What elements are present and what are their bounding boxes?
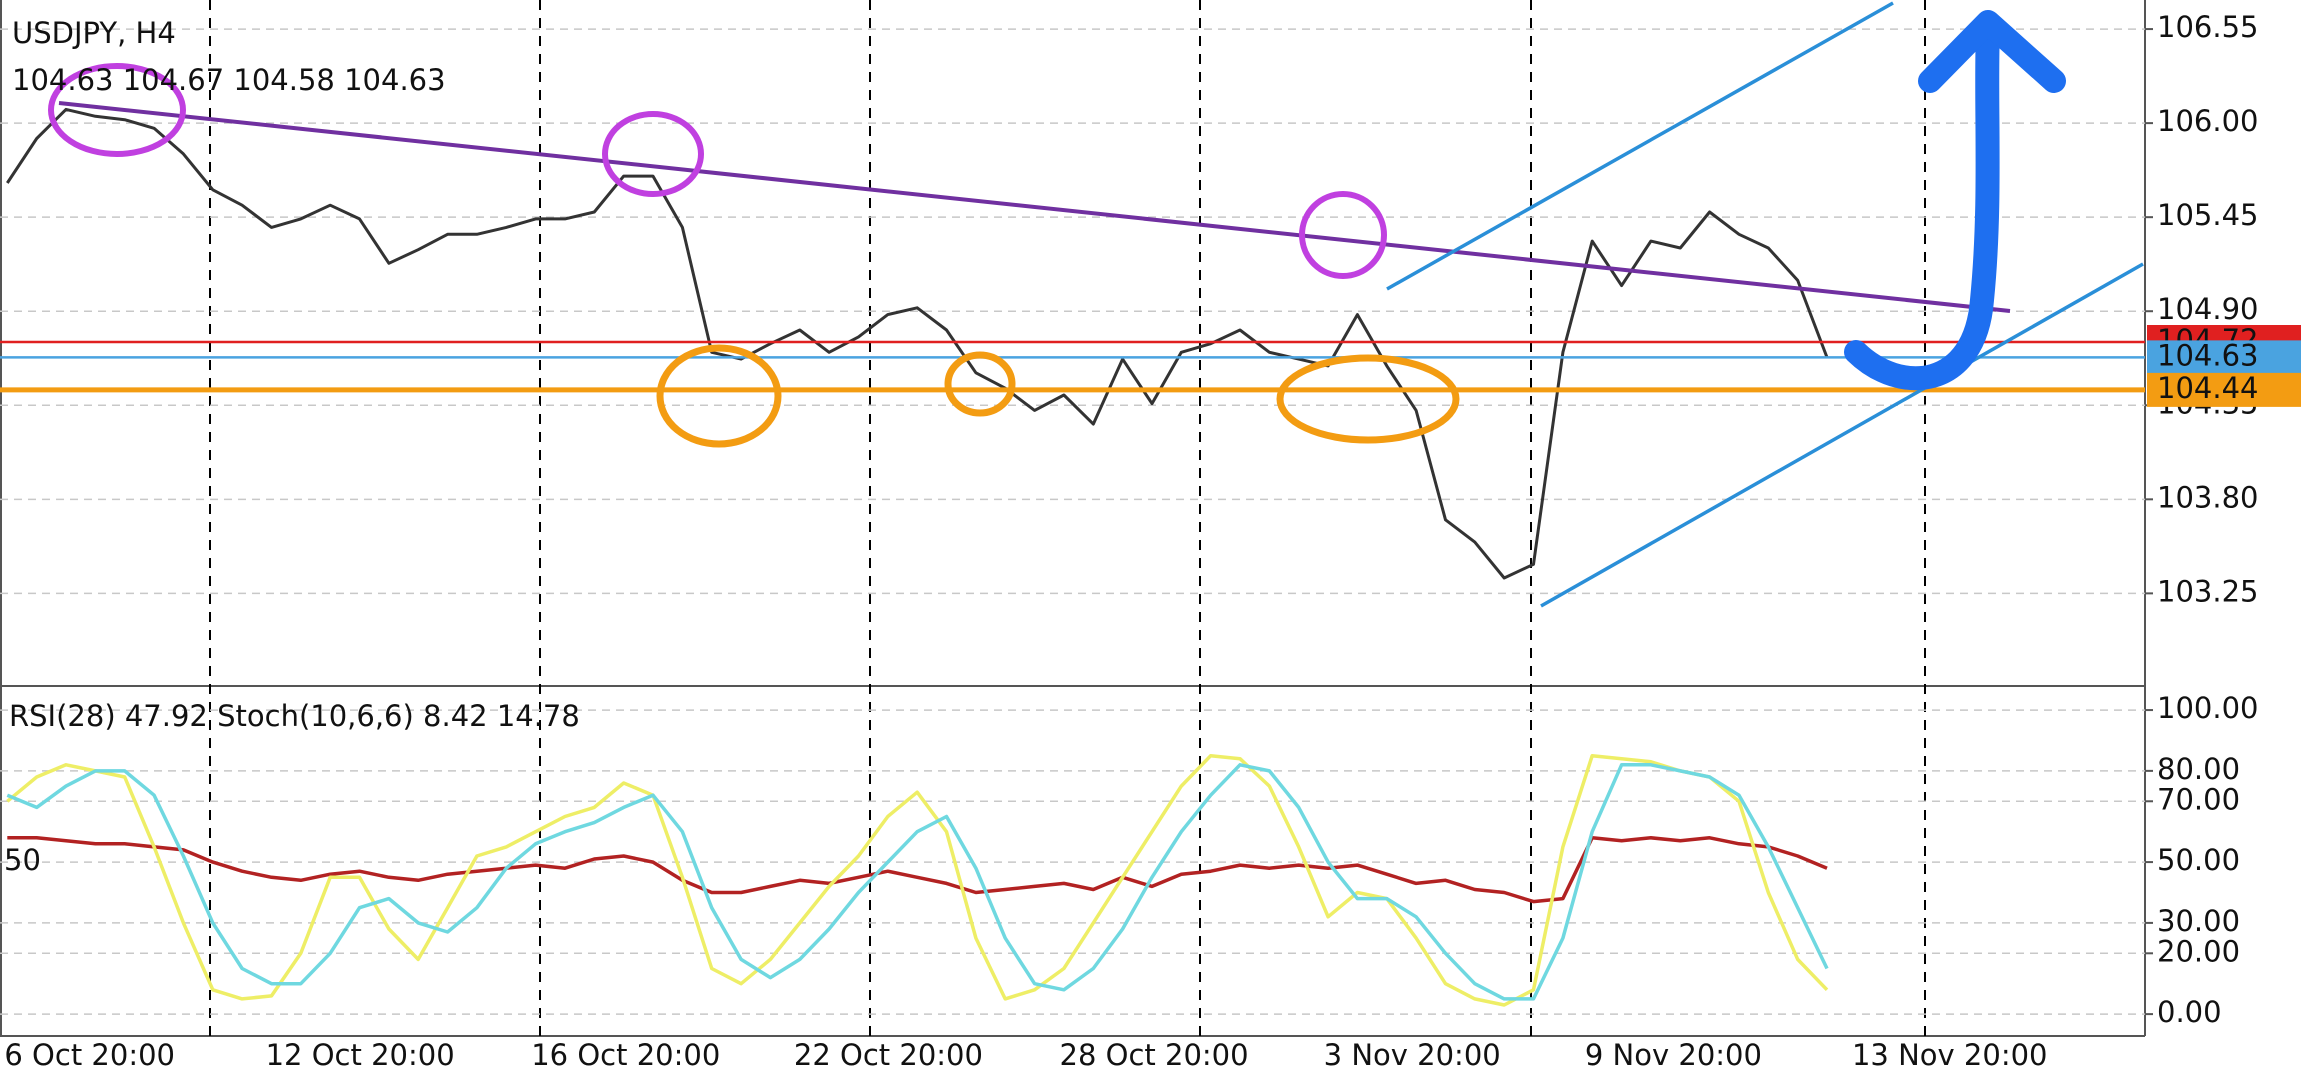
x-tick-label: 12 Oct 20:00	[266, 1038, 455, 1072]
ohlc-high: 104.67	[123, 63, 224, 97]
circle-mark	[602, 111, 704, 197]
price-level-label: 104.44	[2157, 371, 2258, 405]
y-tick-label: 103.25	[2157, 574, 2258, 608]
x-tick-label: 13 Nov 20:00	[1852, 1038, 2048, 1072]
y-tick-label: 70.00	[2157, 782, 2240, 816]
y-tick-label: 20.00	[2157, 934, 2240, 968]
y-tick-label: 50.00	[2157, 843, 2240, 877]
trend-line	[58, 101, 2011, 313]
y-tick-label: 100.00	[2157, 691, 2258, 725]
y-tick-label: 0.00	[2157, 995, 2222, 1029]
series-line	[6, 107, 1829, 580]
y-tick-label: 106.55	[2157, 10, 2258, 44]
y-tick-label: 30.00	[2157, 904, 2240, 938]
ohlc-low: 104.58	[233, 63, 334, 97]
user-drawings	[48, 1, 2144, 608]
price-axis: 106.55106.00105.45104.90104.35103.80103.…	[2145, 10, 2301, 1029]
x-tick-label: 3 Nov 20:00	[1324, 1038, 1501, 1072]
plot-area	[0, 28, 2145, 1015]
y-tick-label: 104.90	[2157, 292, 2258, 326]
series	[0, 107, 2145, 1007]
y-tick-label: 105.45	[2157, 198, 2258, 232]
y-tick-label: 106.00	[2157, 104, 2258, 138]
arrow	[1844, 17, 2000, 391]
circle-mark	[1299, 191, 1387, 279]
price-level-box	[2147, 372, 2301, 407]
circle-mark	[944, 351, 1016, 417]
symbol-title: USDJPY, H4	[12, 16, 176, 50]
x-tick-label: 9 Nov 20:00	[1585, 1038, 1762, 1072]
frame	[0, 0, 2146, 1037]
price-level-label: 104.63	[2157, 338, 2258, 372]
x-tick-label: 16 Oct 20:00	[531, 1038, 720, 1072]
price-level-box	[2147, 340, 2301, 375]
arrow-head	[1918, 10, 2066, 93]
y-tick-label: 80.00	[2157, 752, 2240, 786]
ohlc-values: 104.63 104.67 104.58 104.63	[12, 63, 446, 97]
labels: USDJPY, H4 104.63 104.67 104.58 104.63 R…	[9, 16, 580, 733]
level-label: 50	[4, 843, 41, 877]
ohlc-close: 104.63	[344, 63, 445, 97]
circle-mark	[656, 344, 782, 448]
series-line	[7, 836, 1828, 904]
x-tick-label: 22 Oct 20:00	[794, 1038, 983, 1072]
channel-line	[1386, 1, 1894, 291]
circle-mark	[1276, 354, 1460, 444]
series-line	[6, 753, 1829, 1007]
indicator-title: RSI(28) 47.92 Stoch(10,6,6) 8.42 14.78	[9, 699, 580, 733]
ohlc-open: 104.63	[12, 63, 113, 97]
x-tick-label: 6 Oct 20:00	[4, 1038, 175, 1072]
grid	[0, 28, 2145, 1015]
channel-line	[1540, 262, 2144, 608]
series-line	[6, 763, 1829, 1001]
x-tick-label: 28 Oct 20:00	[1060, 1038, 1249, 1072]
circle-mark	[48, 63, 186, 157]
y-tick-label: 103.80	[2157, 480, 2258, 514]
